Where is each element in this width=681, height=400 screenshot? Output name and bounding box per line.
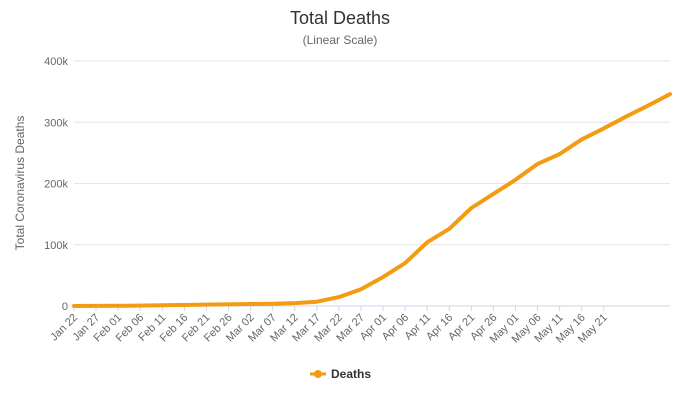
y-axis-label: Total Coronavirus Deaths	[13, 116, 27, 251]
y-tick-label: 300k	[44, 117, 68, 129]
gridlines	[74, 60, 670, 246]
y-tick-label: 400k	[44, 56, 68, 68]
series-line-deaths[interactable]	[72, 92, 672, 308]
chart-title: Total Deaths	[290, 8, 390, 28]
legend[interactable]: Deaths	[310, 367, 371, 381]
y-tick-label: 0	[62, 301, 68, 313]
chart-subtitle: (Linear Scale)	[303, 33, 378, 47]
y-tick-label: 200k	[44, 179, 68, 191]
series-group	[72, 92, 672, 308]
legend-swatch-marker	[314, 370, 322, 378]
y-tick-label: 100k	[44, 240, 68, 252]
legend-label-deaths: Deaths	[331, 367, 371, 381]
y-axis-ticks: 0 100k 200k 300k 400k	[44, 56, 68, 313]
